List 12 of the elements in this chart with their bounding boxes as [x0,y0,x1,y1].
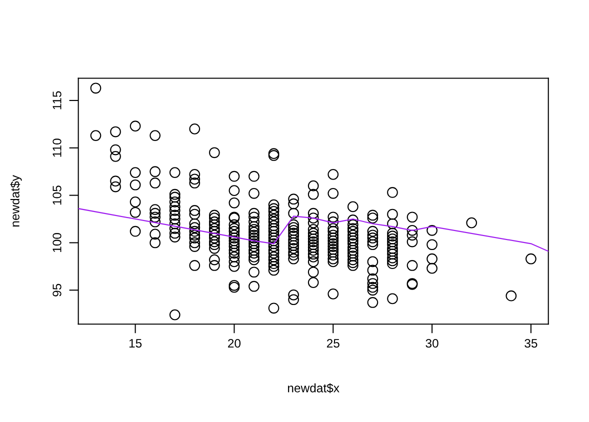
y-tick-label: 115 [52,91,62,110]
y-tick-label: 95 [52,284,62,296]
x-tick-label: 15 [129,339,142,348]
y-tick-label: 110 [52,138,62,157]
x-axis-title: newdat$x [288,383,340,394]
x-tick-label: 30 [426,339,438,348]
y-tick-label: 100 [52,233,62,252]
x-tick-label: 20 [228,339,241,348]
y-tick-label: 105 [52,186,62,205]
y-axis-title: newdat$y [10,175,22,227]
x-tick-label: 25 [326,339,340,348]
x-tick-label: 35 [524,339,538,348]
